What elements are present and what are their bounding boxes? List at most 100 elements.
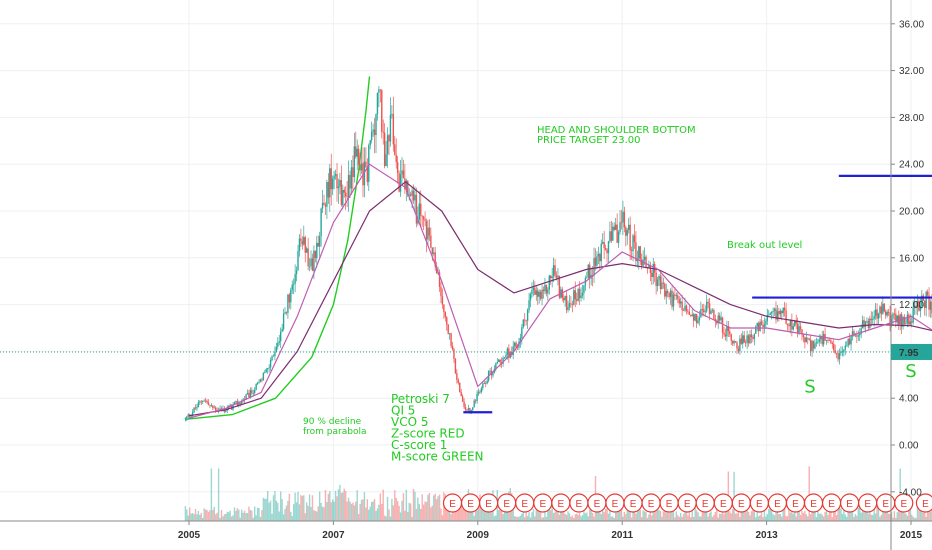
candle-body: [766, 314, 769, 321]
candle-body: [679, 301, 682, 304]
volume-bar: [308, 494, 311, 521]
candle-body: [239, 403, 241, 404]
volume-bar: [570, 516, 572, 521]
volume-bar: [844, 514, 846, 521]
volume-bar: [202, 517, 204, 521]
candle-body: [795, 320, 797, 324]
volume-bar: [762, 517, 764, 521]
level-lines: [463, 174, 932, 414]
candle-body: [919, 306, 922, 311]
volume-bar: [422, 504, 425, 521]
candle-body: [343, 189, 345, 193]
candle-body: [564, 295, 566, 301]
volume-bar: [902, 509, 904, 521]
candle-body: [411, 190, 413, 196]
breakout-label: Break out level: [727, 240, 802, 251]
candle-body: [586, 277, 588, 279]
candle-body: [622, 211, 624, 223]
candle-body: [524, 319, 526, 321]
volume-bar: [864, 507, 867, 521]
candle-body: [672, 294, 675, 307]
candle-body: [482, 383, 484, 389]
candle-body: [252, 392, 254, 394]
candle-body: [271, 356, 273, 360]
volume-bar: [573, 517, 575, 521]
volume-bar: [412, 488, 415, 521]
candle-body: [277, 342, 279, 347]
volume-bar: [334, 490, 337, 521]
volume-bar: [318, 491, 321, 521]
candle-body: [887, 311, 890, 314]
volume-bar: [677, 515, 679, 521]
earnings-markers[interactable]: EEEEEEEEEEEEEEEEEEEEEEEEEEEEEEEEEEEEEEEE…: [442, 493, 932, 513]
candle-body: [818, 339, 821, 342]
volume-bar: [701, 507, 704, 521]
volume-bar: [857, 507, 859, 521]
volume-bar: [498, 509, 500, 521]
volume-bar: [210, 468, 213, 521]
volume-bar: [535, 510, 537, 521]
volume-bar: [311, 495, 314, 521]
volume-bar: [853, 516, 855, 521]
candle-body: [770, 311, 773, 314]
volume-bar: [612, 516, 614, 521]
candle-body: [724, 334, 727, 337]
volume-bar: [831, 517, 834, 521]
candle-body: [846, 345, 848, 347]
candle-body: [248, 392, 250, 398]
volume-bar: [524, 517, 526, 521]
candle-body: [539, 291, 542, 299]
earnings-marker-label: E: [702, 499, 709, 510]
candle-body: [655, 272, 657, 286]
volume-bar: [401, 500, 403, 521]
volume-bar: [418, 504, 421, 521]
candle-body: [326, 181, 328, 207]
volume-bar: [365, 507, 367, 521]
candle-body: [317, 242, 319, 247]
candle-body: [408, 194, 410, 196]
volume-bar: [796, 509, 799, 521]
volume-bar: [724, 508, 727, 521]
volume-bar: [909, 506, 911, 521]
volume-bar: [705, 511, 708, 521]
candle-body: [691, 314, 693, 316]
volume-bar: [473, 515, 475, 521]
candle-body: [682, 310, 685, 311]
volume-bar: [515, 516, 517, 521]
volume-bar: [811, 509, 813, 521]
volume-bar: [414, 491, 416, 521]
volume-bar: [513, 516, 516, 521]
volume-bar: [666, 507, 669, 521]
volume-bar: [347, 497, 350, 521]
candle-body: [370, 131, 373, 141]
candle-body: [463, 401, 465, 407]
volume-bar: [717, 517, 719, 521]
volume-bar: [817, 508, 819, 521]
candle-body: [785, 310, 787, 324]
x-tick-label: 2015: [900, 530, 923, 541]
candle-body: [249, 390, 252, 398]
volume-bar: [230, 516, 233, 521]
volume-bar: [220, 509, 223, 521]
volume-bar: [294, 492, 296, 521]
candle-body: [428, 227, 431, 236]
volume-bar: [355, 501, 357, 521]
volume-bar: [526, 515, 529, 521]
earnings-marker-label: E: [720, 499, 727, 510]
volume-bar: [867, 513, 870, 521]
volume-bar: [802, 512, 805, 521]
candle-body: [721, 317, 724, 333]
y-tick-label: -4.00: [899, 487, 922, 498]
volume-bar: [851, 507, 854, 521]
candle-body: [401, 170, 403, 175]
volume-bar: [295, 502, 298, 521]
candle-body: [383, 132, 386, 167]
candle-body: [238, 403, 240, 406]
candle-body: [850, 336, 852, 345]
candle-body: [835, 352, 838, 354]
candle-body: [537, 290, 539, 297]
candle-body: [435, 266, 438, 274]
candle-body: [856, 335, 858, 337]
volume-bar: [782, 510, 784, 521]
